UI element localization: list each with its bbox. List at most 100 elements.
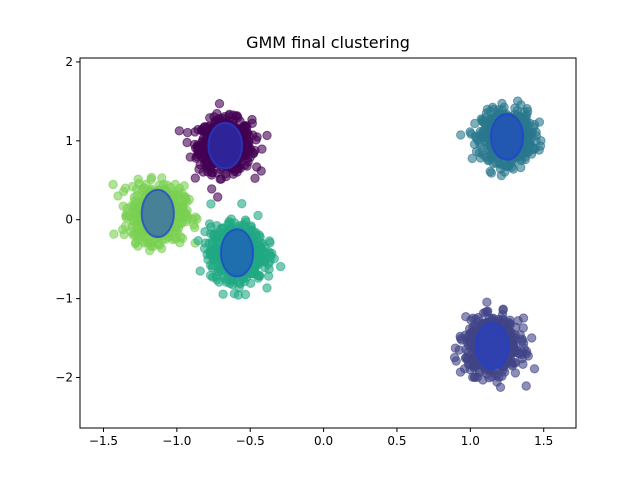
data-point: [132, 190, 142, 201]
gmm-ellipse-4: [219, 228, 255, 278]
data-point: [213, 230, 223, 241]
y-tick-label: 2: [65, 55, 73, 69]
data-point: [456, 130, 466, 140]
data-point: [228, 110, 238, 120]
data-point: [184, 194, 195, 205]
data-point: [218, 289, 228, 299]
data-point: [527, 333, 537, 343]
data-point: [179, 181, 189, 191]
data-point: [450, 343, 461, 353]
y-tick-label: 1: [65, 134, 73, 148]
data-point: [264, 264, 274, 274]
data-point: [265, 249, 275, 259]
data-point: [522, 145, 533, 155]
data-point: [237, 199, 247, 209]
data-point: [480, 307, 491, 317]
data-point: [534, 117, 545, 127]
data-point: [190, 173, 201, 183]
data-point: [193, 145, 203, 155]
data-point: [145, 245, 155, 256]
data-point: [208, 255, 219, 265]
data-point: [477, 147, 488, 157]
data-point: [108, 179, 118, 190]
data-point: [241, 145, 251, 155]
data-point: [506, 162, 517, 173]
data-point: [254, 230, 264, 240]
gmm-ellipses: [140, 113, 525, 370]
data-point: [253, 273, 263, 283]
data-point: [134, 178, 144, 189]
y-tick-label: 0: [65, 213, 73, 227]
data-point: [468, 372, 478, 382]
data-point: [260, 242, 270, 252]
x-tick-label: −1.5: [89, 434, 118, 448]
data-point: [240, 289, 251, 300]
data-point: [174, 126, 185, 136]
data-point: [497, 98, 507, 109]
data-point: [275, 261, 286, 272]
data-point: [209, 112, 219, 122]
data-point: [257, 144, 267, 154]
data-point: [214, 99, 225, 109]
data-point: [455, 367, 466, 377]
data-point: [195, 266, 205, 276]
data-point: [457, 335, 467, 345]
data-point: [157, 243, 167, 254]
data-point: [498, 304, 508, 314]
gmm-ellipse-3: [140, 188, 175, 239]
plot-frame: [79, 57, 577, 429]
data-point: [201, 161, 212, 171]
data-point: [513, 96, 523, 106]
data-point: [198, 153, 208, 163]
data-point: [488, 158, 498, 169]
x-tick-label: −1.0: [162, 434, 191, 448]
gmm-ellipse-1: [207, 121, 244, 170]
data-point: [242, 130, 252, 140]
data-point: [467, 153, 477, 164]
data-point: [193, 236, 203, 246]
data-point: [517, 334, 527, 344]
data-point: [484, 373, 494, 383]
data-point: [130, 229, 140, 240]
data-point: [522, 104, 532, 114]
data-point: [121, 211, 131, 221]
data-point: [531, 136, 541, 146]
data-point: [264, 236, 275, 246]
data-point: [486, 168, 497, 178]
data-point: [207, 184, 217, 194]
x-tick-label: 0.0: [314, 434, 333, 448]
data-point: [122, 203, 132, 213]
data-point: [469, 139, 480, 150]
x-axis: −1.5 −1.0 −0.5 0.0 0.5 1.0 1.5: [89, 428, 553, 448]
gmm-ellipse-2: [489, 113, 525, 161]
data-point: [133, 241, 143, 251]
data-point: [182, 127, 193, 138]
data-point: [470, 131, 480, 142]
data-point: [189, 220, 199, 230]
x-tick-label: 1.0: [461, 434, 480, 448]
y-tick-label: −1: [55, 292, 73, 306]
data-point: [516, 162, 526, 173]
x-tick-label: 0.5: [387, 434, 406, 448]
data-point: [511, 322, 521, 332]
data-point: [482, 297, 492, 307]
x-tick-label: −0.5: [236, 434, 265, 448]
data-point: [180, 208, 191, 218]
gmm-ellipse-5: [475, 322, 510, 370]
data-point: [253, 210, 263, 221]
data-point: [226, 214, 236, 224]
x-tick-label: 1.5: [534, 434, 553, 448]
data-point: [451, 356, 461, 366]
data-point: [466, 315, 476, 325]
data-point: [182, 137, 192, 148]
data-point: [252, 162, 262, 172]
data-point: [214, 277, 224, 287]
data-point: [109, 229, 119, 239]
data-point: [199, 127, 210, 137]
data-point: [262, 130, 272, 141]
data-point: [466, 336, 476, 347]
data-point: [488, 102, 498, 113]
data-point: [213, 192, 223, 202]
